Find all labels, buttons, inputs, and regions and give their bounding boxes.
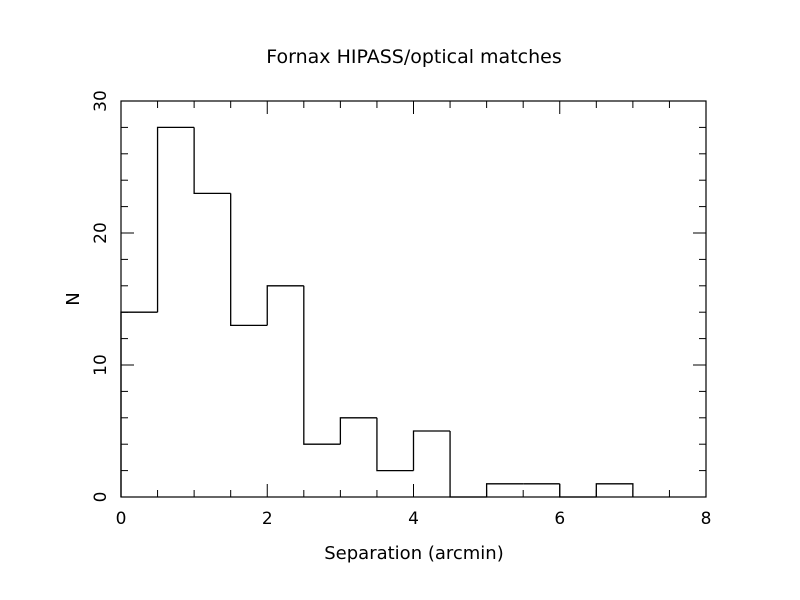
chart-title: Fornax HIPASS/optical matches: [266, 46, 561, 68]
axis-ticks: [120, 100, 707, 498]
histogram-bin: [303, 285, 341, 445]
y-axis-title: N: [63, 292, 84, 305]
histogram-bin: [595, 483, 634, 497]
x-tick-label: 4: [408, 509, 419, 529]
histogram-bin: [412, 430, 451, 471]
histogram-bin: [193, 127, 231, 195]
histogram-bin: [449, 431, 487, 498]
histogram-bin: [156, 126, 195, 313]
histogram-bin: [339, 417, 377, 445]
x-tick-label: 6: [554, 509, 565, 529]
tick-labels: 0 2 4 6 8 0 10 20 30: [91, 90, 711, 529]
histogram-bin: [120, 311, 158, 497]
x-tick-label: 8: [701, 509, 712, 529]
x-tick-label: 2: [262, 509, 273, 529]
histogram-bin: [485, 483, 524, 497]
y-tick-label: 10: [91, 354, 111, 376]
y-tick-label: 20: [91, 222, 111, 244]
x-axis-title: Separation (arcmin): [324, 543, 504, 564]
histogram-bin: [376, 417, 414, 472]
histogram-steps: [120, 126, 634, 498]
y-tick-label: 0: [91, 492, 111, 503]
histogram-bin: [559, 483, 597, 498]
histogram-bin: [266, 285, 304, 326]
y-tick-label: 30: [91, 90, 111, 112]
x-tick-label: 0: [116, 509, 127, 529]
histogram-bin: [230, 193, 268, 327]
